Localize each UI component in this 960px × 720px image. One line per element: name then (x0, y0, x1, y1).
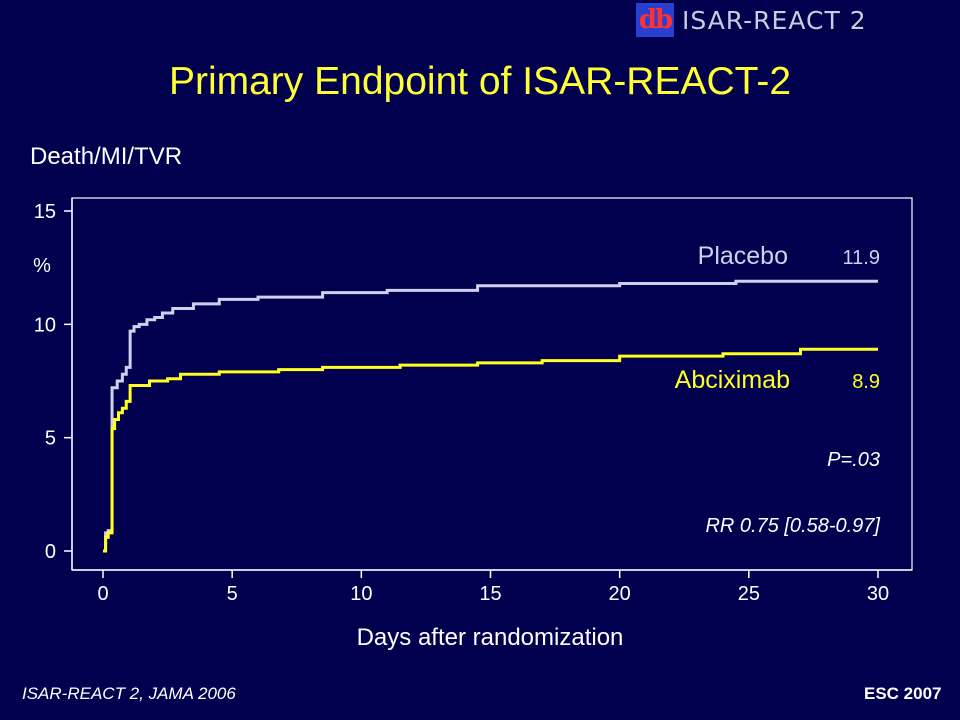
endpoint-subtitle: Death/MI/TVR (30, 143, 183, 170)
y-axis-unit-label: % (33, 255, 51, 277)
y-tick-label: 0 (45, 541, 56, 563)
relative-risk-annotation: RR 0.75 [0.58-0.97] (705, 515, 880, 537)
logo-text: ISAR-REACT 2 (682, 5, 867, 35)
abciximab-series-label: Abciximab (675, 366, 790, 394)
db-logo-icon: db (636, 3, 674, 37)
x-tick-label: 5 (227, 583, 238, 605)
x-tick-label: 0 (97, 583, 108, 605)
x-axis-title: Days after randomization (357, 624, 624, 651)
abciximab-series-line (103, 347, 878, 553)
x-tick-label: 15 (479, 583, 501, 605)
p-value-annotation: P=.03 (827, 449, 880, 471)
event-label: ESC 2007 (864, 684, 942, 703)
axis-ticks: 0 5 10 15 0 5 10 15 20 25 30 (34, 201, 889, 605)
slide-title: Primary Endpoint of ISAR-REACT-2 (168, 60, 792, 103)
series-group (103, 279, 878, 553)
abciximab-end-value: 8.9 (852, 371, 880, 393)
x-tick-label: 25 (738, 583, 760, 605)
y-tick-label: 5 (45, 428, 56, 450)
citation: ISAR-REACT 2, JAMA 2006 (22, 684, 236, 703)
y-tick-label: 10 (34, 314, 56, 336)
x-tick-label: 30 (867, 583, 889, 605)
placebo-series-line (103, 279, 878, 553)
placebo-series-label: Placebo (698, 242, 788, 270)
isar-react-logo: db ISAR-REACT 2 (636, 2, 867, 38)
x-tick-label: 10 (350, 583, 372, 605)
x-tick-label: 20 (609, 583, 631, 605)
y-tick-label: 15 (34, 201, 56, 223)
placebo-end-value: 11.9 (843, 247, 880, 269)
